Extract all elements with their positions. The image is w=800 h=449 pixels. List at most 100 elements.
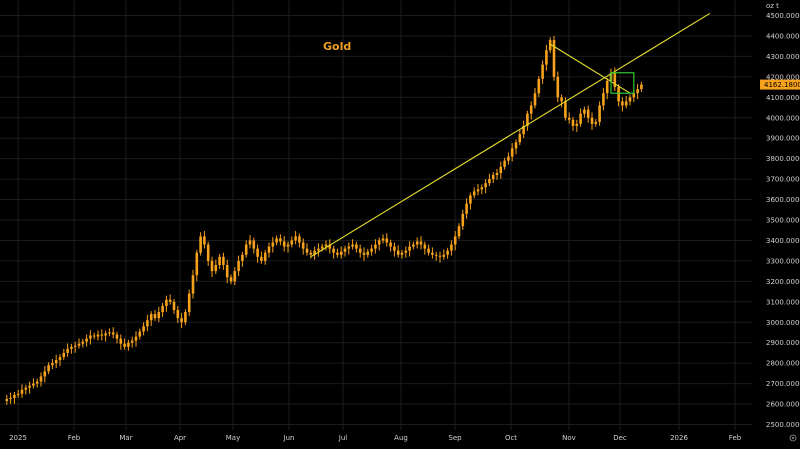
candle-body: [586, 109, 590, 118]
candle-body: [366, 251, 370, 255]
candle-body: [51, 363, 54, 366]
candle-body: [317, 248, 320, 251]
candle-body: [602, 93, 605, 106]
y-axis[interactable]: 4500.0000 4400.0000 4300.0000 4200.0000 4100…: [752, 0, 800, 430]
y-tick-label: 4300.0000: [766, 53, 800, 61]
candle-body: [469, 195, 472, 204]
candle-body: [617, 87, 620, 102]
candle-body: [104, 333, 107, 336]
y-tick-label: 3700.0000: [766, 176, 800, 184]
candle-body: [434, 254, 438, 256]
candle-body: [377, 240, 381, 245]
candle-body: [347, 246, 351, 249]
candle-body: [134, 336, 138, 341]
candle-body: [640, 84, 643, 90]
y-tick-label: 3900.0000: [766, 135, 800, 143]
candle-body: [419, 241, 423, 245]
candle-body: [81, 341, 85, 344]
candle-body: [77, 343, 81, 346]
candle-body: [58, 357, 62, 361]
candle-body: [442, 254, 446, 257]
candle-body: [286, 244, 290, 247]
y-tick-label: 4000.0000: [766, 114, 800, 122]
grid-lines: [0, 0, 752, 430]
candle-body: [187, 293, 191, 313]
trendline-annotations: [310, 12, 711, 258]
y-tick-label: 2500.0000: [766, 421, 800, 429]
candle-body: [583, 109, 586, 114]
unit-label: oz t: [766, 2, 779, 10]
candle-body: [628, 97, 632, 102]
candle-body: [92, 335, 96, 337]
candle-body: [47, 365, 50, 372]
y-tick-label: 3200.0000: [766, 278, 800, 286]
candle-body: [374, 244, 377, 249]
candle-body: [157, 312, 161, 319]
candle-body: [210, 260, 214, 272]
candle-body: [184, 312, 187, 323]
candle-body: [579, 113, 582, 124]
candle-body: [73, 345, 77, 347]
candle-body: [613, 72, 617, 88]
y-tick-label: 4400.0000: [766, 32, 800, 40]
candle-body: [130, 340, 134, 343]
candle-body: [324, 244, 328, 247]
candle-body: [564, 101, 567, 118]
candle-body: [301, 242, 305, 249]
candle-body: [598, 105, 601, 122]
candle-body: [271, 242, 275, 247]
candle-body: [149, 314, 153, 321]
candle-body: [575, 123, 579, 126]
candle-body: [146, 320, 149, 327]
candle-body: [161, 305, 164, 313]
candle-body: [127, 342, 130, 347]
candle-body: [168, 299, 172, 302]
y-tick-label: 4200.0000: [766, 73, 800, 81]
candle-body: [320, 246, 324, 249]
x-tick-label: May: [226, 434, 240, 442]
candle-body: [480, 187, 484, 190]
candle-body: [100, 334, 104, 336]
candle-body: [362, 252, 366, 255]
candle-body: [453, 236, 457, 245]
candle-body: [203, 236, 206, 245]
y-tick-label: 2900.0000: [766, 339, 800, 347]
y-tick-label: 3300.0000: [766, 257, 800, 265]
candle-body: [621, 101, 624, 106]
x-tick-label: Nov: [562, 434, 576, 442]
candle-body: [556, 76, 560, 98]
last-price-tag: 4162.1800: [760, 79, 800, 90]
candle-body: [548, 40, 552, 51]
candle-body: [385, 238, 389, 243]
candle-body: [590, 117, 594, 124]
y-tick-label: 4100.0000: [766, 94, 800, 102]
candle-body: [20, 389, 24, 394]
y-tick-label: 3000.0000: [766, 319, 800, 327]
candle-body: [248, 240, 252, 245]
candle-body: [351, 244, 354, 247]
candle-body: [153, 314, 157, 319]
candle-body: [294, 236, 297, 241]
candle-body: [552, 40, 556, 77]
x-axis[interactable]: 2025 Feb Mar Apr May Jun Jul Aug Sep Oct Nov Dec 202…: [0, 430, 800, 445]
candle-body: [279, 238, 282, 242]
candle-body: [13, 394, 16, 398]
support-trendline: [310, 12, 711, 258]
candle-body: [267, 246, 271, 253]
candle-body: [476, 189, 480, 192]
y-tick-label: 2700.0000: [766, 380, 800, 388]
candle-body: [389, 242, 392, 247]
settings-icon[interactable]: [789, 434, 797, 442]
y-tick-label: 3100.0000: [766, 298, 800, 306]
candle-body: [24, 387, 28, 390]
candle-body: [5, 398, 9, 401]
x-tick-label: Feb: [729, 434, 742, 442]
y-tick-label: 3600.0000: [766, 196, 800, 204]
candle-body: [54, 360, 58, 364]
candle-body: [263, 252, 267, 261]
candle-body: [252, 240, 256, 249]
candle-body: [28, 385, 31, 388]
candle-body: [518, 134, 522, 143]
